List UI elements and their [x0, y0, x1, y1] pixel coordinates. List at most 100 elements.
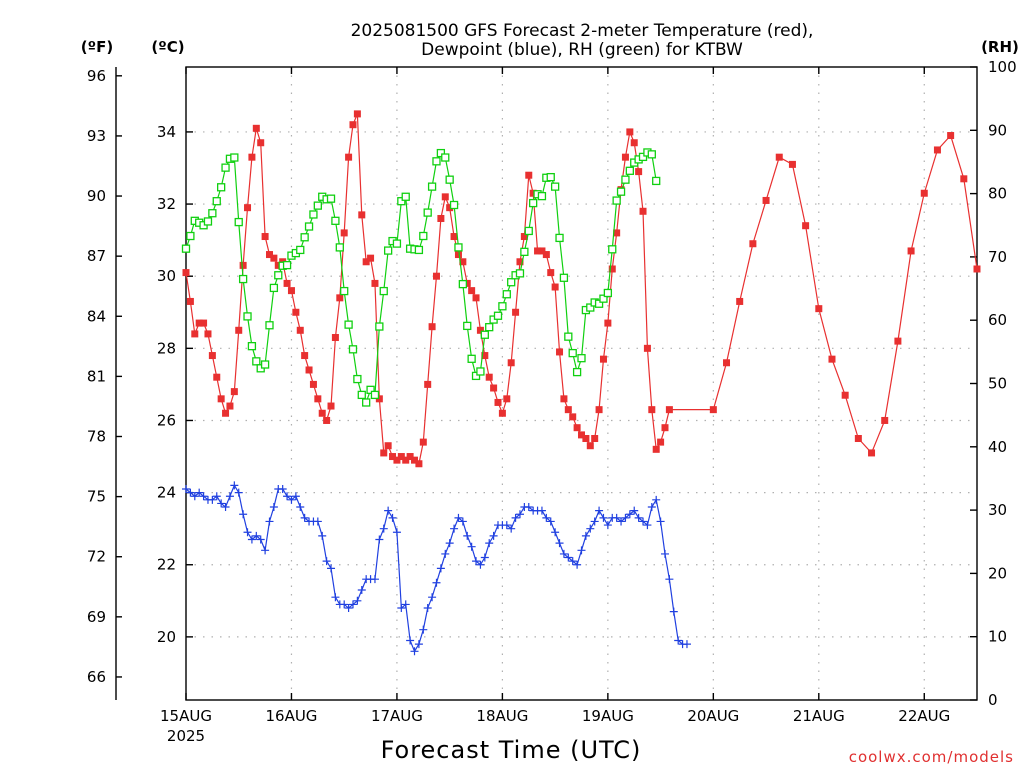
dewpoint-point [379, 524, 388, 533]
dewpoint-point [647, 503, 656, 512]
rh-point [379, 286, 388, 296]
rh-point [463, 321, 472, 331]
rh-point [568, 348, 577, 358]
dewpoint-point [656, 517, 665, 526]
dewpoint-point [392, 528, 401, 537]
temperature-point [920, 189, 928, 197]
temperature-point [481, 352, 489, 360]
dewpoint-point [441, 549, 450, 558]
temperature-point [586, 442, 594, 450]
dewpoint-point [555, 539, 564, 548]
temperature-point [749, 240, 757, 248]
temperature-point [894, 337, 902, 345]
temperature-point [973, 265, 981, 273]
grid-lines [186, 67, 977, 700]
temperature-point [621, 153, 629, 161]
dewpoint-point [450, 524, 459, 533]
temperature-point [525, 171, 533, 179]
temperature-point [305, 366, 313, 374]
temperature-point [648, 406, 656, 414]
rh-point [340, 286, 349, 296]
temperature-point [485, 373, 493, 381]
dewpoint-point [542, 513, 551, 522]
dewpoint-point [507, 524, 516, 533]
rh-tick-label: 90 [988, 121, 1007, 139]
dewpoint-point [502, 521, 511, 530]
dewpoint-point [234, 488, 243, 497]
rh-tick-label: 70 [988, 248, 1007, 266]
rh-point [564, 332, 573, 341]
temperature-point [881, 416, 889, 424]
temperature-point [960, 175, 968, 183]
rh-point [304, 222, 314, 231]
fahrenheit-axis-unit: (ºF) [81, 38, 113, 56]
dewpoint-point [458, 517, 467, 526]
temperature-point [336, 294, 344, 302]
rh-point [397, 197, 406, 206]
dewpoint-point [340, 600, 349, 609]
temperature-point [582, 435, 590, 443]
temperature-point [591, 435, 599, 443]
dewpoint-point [652, 495, 661, 504]
dewpoint-point [463, 531, 472, 540]
temperature-point [217, 395, 225, 403]
x-axis-label: Forecast Time (UTC) [381, 736, 642, 764]
temperature-point [265, 251, 273, 259]
rh-point [647, 150, 656, 159]
rh-point [625, 166, 634, 175]
dewpoint-point [485, 539, 494, 548]
rh-point [392, 239, 402, 248]
temperature-point [503, 395, 511, 403]
dewpoint-point [327, 564, 336, 573]
temperature-point [476, 326, 484, 334]
rh-point [296, 245, 305, 255]
temperature-point [362, 258, 370, 266]
temperature-point [441, 193, 449, 201]
temperature-point [244, 204, 252, 212]
dewpoint-point [318, 531, 327, 540]
temperature-point [261, 233, 269, 241]
dewpoint-point [423, 604, 432, 613]
dewpoint-point [388, 513, 397, 522]
temperature-point [463, 279, 471, 287]
temperature-point [841, 391, 849, 399]
chart-title-line2: Dewpoint (blue), RH (green) for KTBW [421, 40, 743, 60]
series-dewpoint [182, 481, 691, 656]
rh-point [638, 152, 648, 162]
dewpoint-point [217, 499, 226, 508]
temperature-point [371, 279, 379, 287]
temperature-point [709, 406, 717, 414]
rh-tick-label: 30 [988, 501, 1007, 519]
temperature-point [380, 449, 388, 457]
dewpoint-point [489, 531, 498, 540]
temperature-point [235, 326, 243, 334]
dewpoint-point [190, 492, 199, 501]
rh-point [212, 197, 221, 206]
rh-point [480, 330, 489, 339]
temperature-point [182, 269, 190, 277]
rh-point [274, 271, 283, 280]
temperature-point [406, 453, 414, 461]
temperature-point [349, 121, 357, 129]
rh-point [621, 175, 630, 184]
dewpoint-point [344, 604, 353, 613]
temperature-point [384, 442, 392, 450]
dewpoint-point [410, 647, 419, 656]
temperature-point [512, 308, 520, 316]
rh-point [221, 163, 230, 172]
rh-axis-unit: (RH) [981, 38, 1019, 56]
x-tick-label: 20AUG [687, 707, 739, 725]
temperature-point [274, 261, 282, 269]
temperature-point [529, 189, 537, 197]
site-credit: coolwx.com/models [849, 748, 1014, 766]
rh-point [419, 231, 428, 241]
dewpoint-point [401, 600, 410, 609]
dewpoint-point [590, 517, 599, 526]
temperature-point [947, 132, 955, 140]
temperature-point [252, 124, 260, 132]
x-tick-label: 21AUG [793, 707, 845, 725]
dewpoint-point [348, 600, 357, 609]
rh-point [550, 182, 560, 191]
temperature-point [248, 153, 256, 161]
rh-point [208, 209, 217, 218]
